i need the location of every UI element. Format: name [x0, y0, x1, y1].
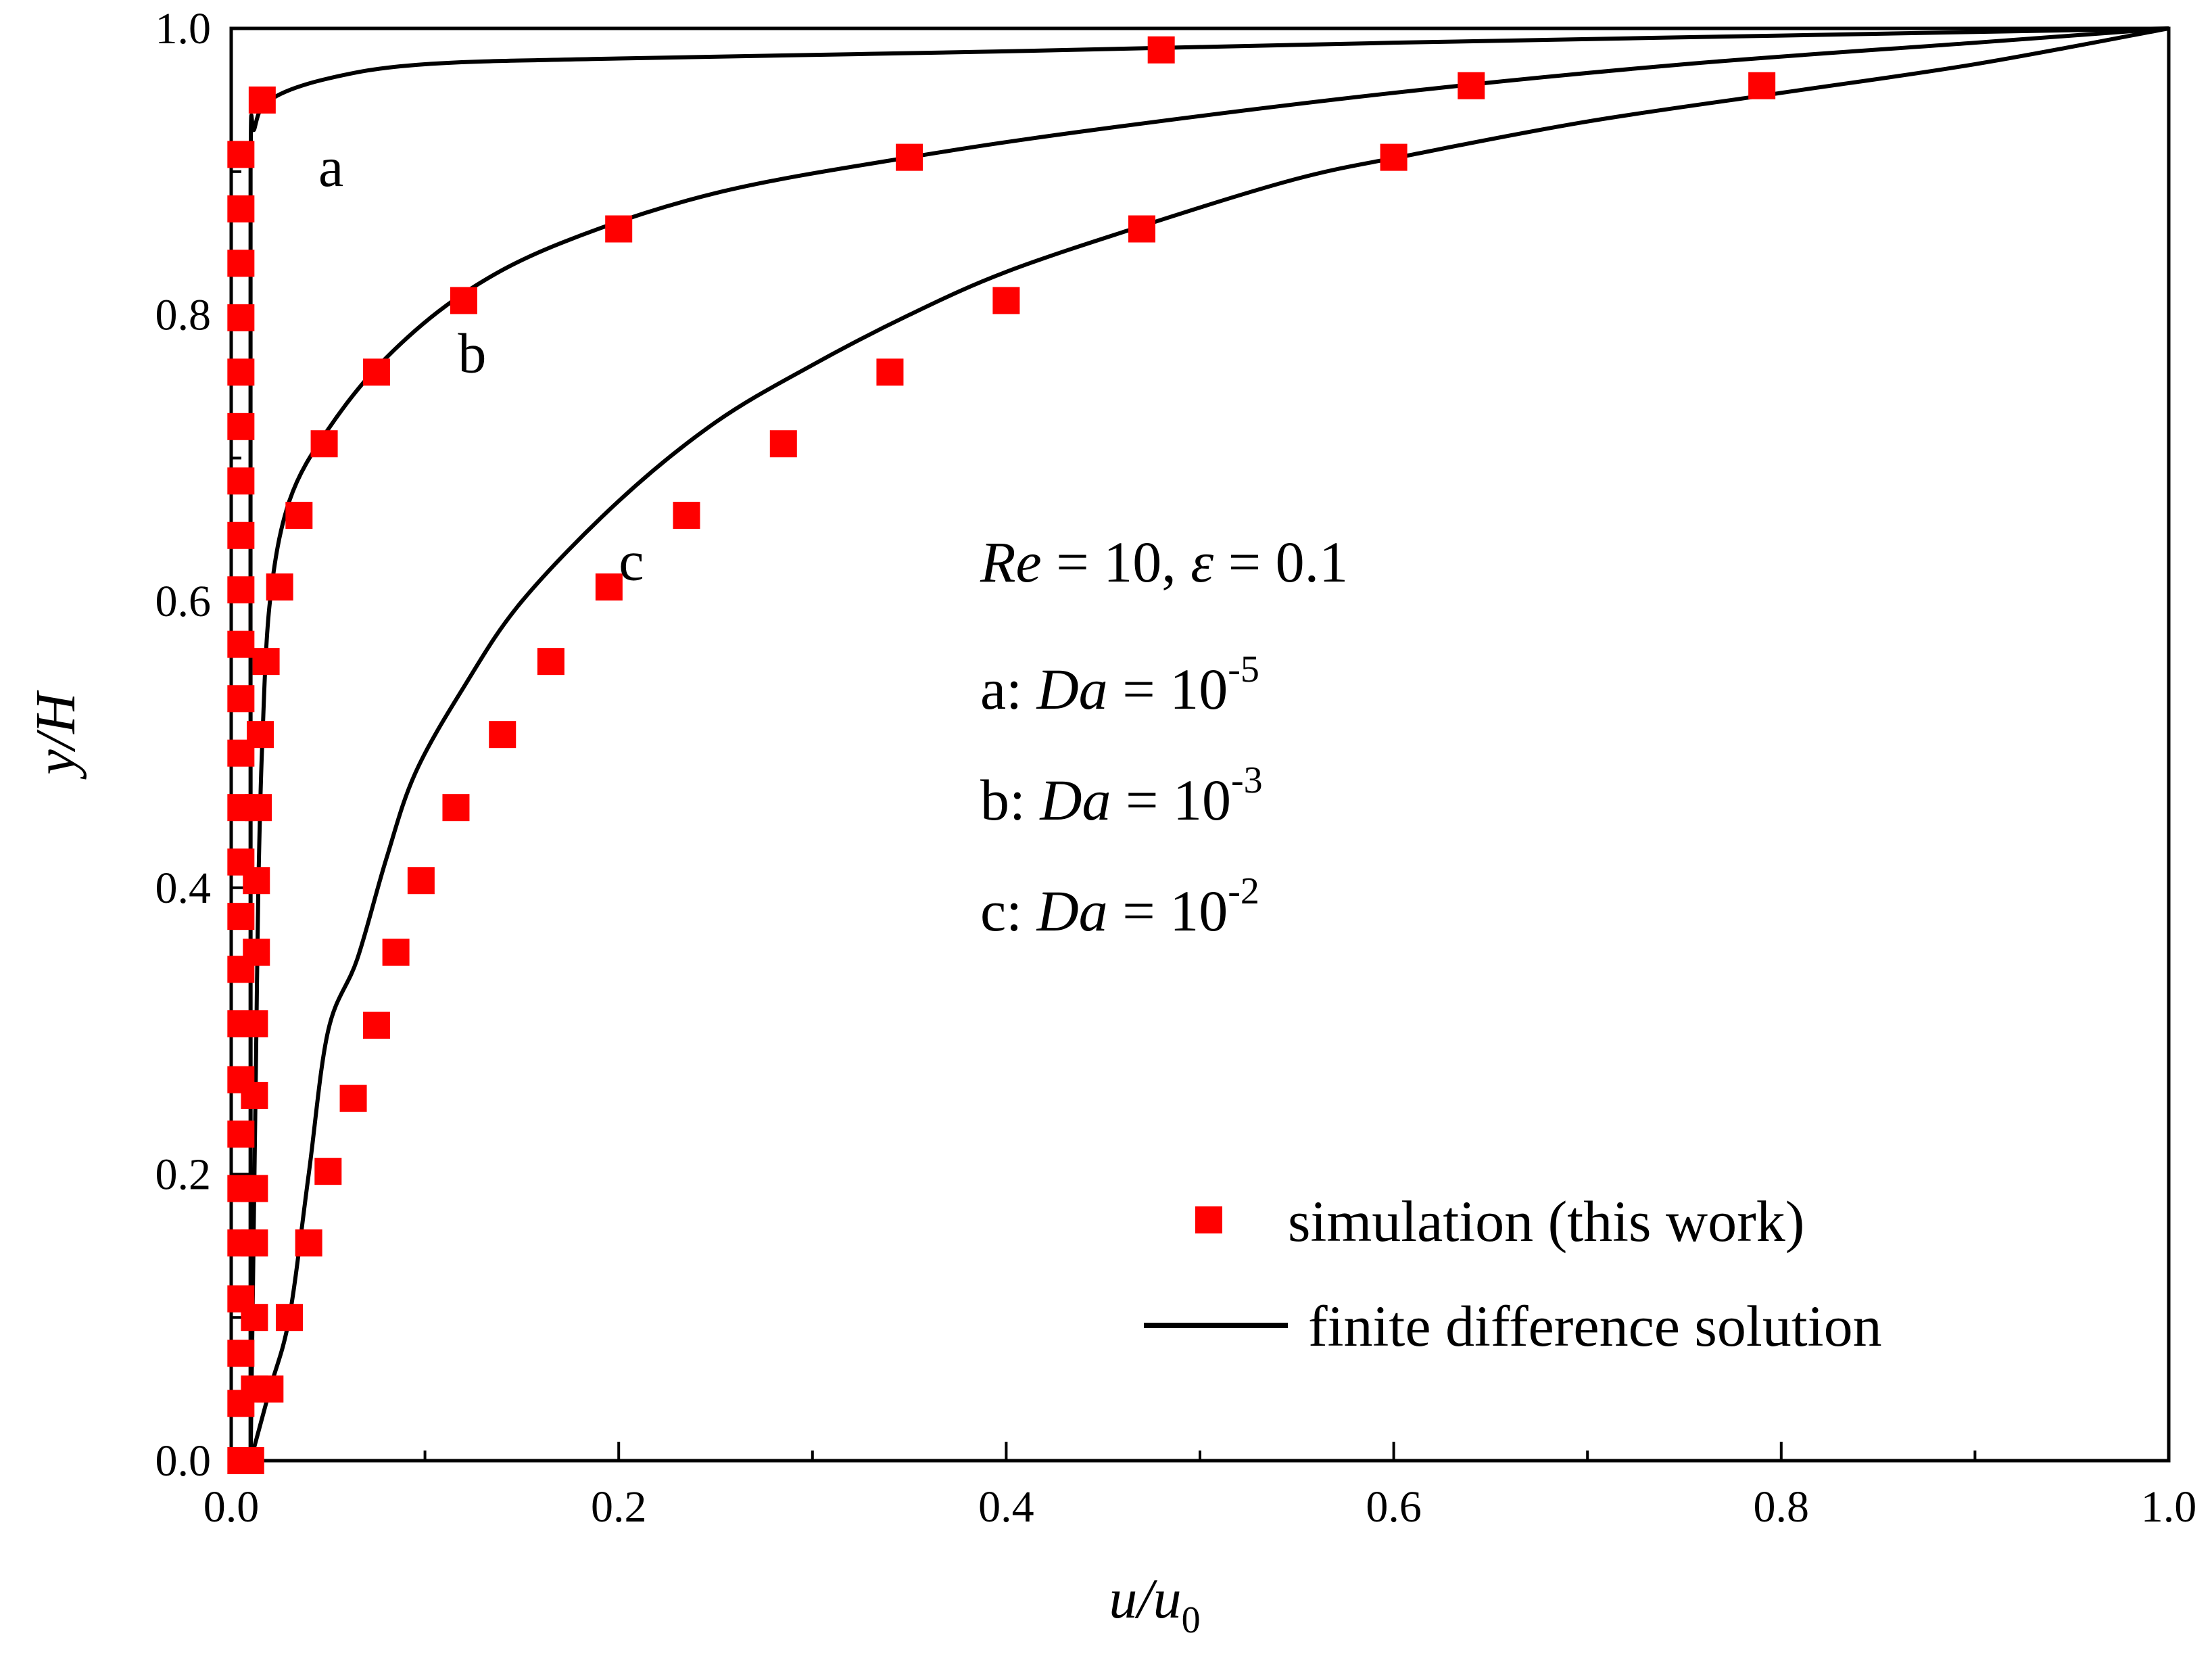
series-line-c [248, 26, 2169, 1461]
data-point-c [537, 648, 564, 676]
data-point-c [407, 867, 435, 895]
curve-label-a: a [318, 136, 343, 199]
annotation-params: Re = 10, ε = 0.1 [980, 529, 1348, 594]
y-tick-label: 0.2 [155, 1150, 212, 1199]
data-point-c [1748, 72, 1776, 99]
x-tick-label: 0.4 [978, 1482, 1034, 1532]
data-point-c [237, 1447, 264, 1474]
data-point-c [442, 794, 470, 822]
data-point-a [227, 467, 255, 495]
data-point-b [605, 215, 633, 243]
data-point-c [1128, 215, 1156, 243]
legend-label-simulation: simulation (this work) [1288, 1189, 1804, 1254]
data-point-a [227, 521, 255, 549]
data-point-a [227, 576, 255, 604]
annotation-da-c: c: Da = 10-2 [980, 870, 1259, 943]
data-point-a [227, 358, 255, 386]
legend: simulation (this work) finite difference… [1144, 1189, 1882, 1359]
data-point-b [285, 502, 313, 529]
data-point-b [245, 794, 272, 822]
annotation: Re = 10, ε = 0.1 a: Da = 10-5 b: Da = 10… [980, 529, 1348, 943]
y-tick-label: 0.0 [155, 1436, 212, 1486]
data-point-b [241, 1229, 268, 1257]
data-point-c [1380, 143, 1408, 171]
data-point-b [450, 287, 477, 314]
data-point-c [275, 1304, 303, 1332]
y-tick-label: 0.6 [155, 577, 212, 626]
y-axis-title: y/H [24, 690, 87, 780]
legend-label-finite-difference: finite difference solution [1308, 1294, 1882, 1359]
data-point-a [227, 685, 255, 713]
data-point-c [489, 721, 516, 749]
data-point-a [1147, 36, 1175, 64]
x-tick-label: 1.0 [2141, 1482, 2197, 1532]
x-tick-label: 0.0 [203, 1482, 260, 1532]
data-point-c [256, 1375, 284, 1403]
data-point-b [243, 939, 270, 966]
y-tick-label: 1.0 [155, 4, 212, 53]
data-point-b [241, 1081, 268, 1109]
data-point-b [241, 1304, 268, 1332]
x-axis-title: u/u0 [1109, 1568, 1200, 1641]
curve-label-c: c [619, 529, 644, 592]
x-tick-label: 0.2 [591, 1482, 647, 1532]
data-point-a [227, 413, 255, 440]
data-point-c [382, 939, 410, 966]
data-point-a [227, 304, 255, 331]
data-point-b [241, 1010, 268, 1038]
data-point-b [362, 358, 390, 386]
data-point-b [243, 867, 270, 895]
y-tick-label: 0.4 [155, 864, 212, 913]
data-point-a [227, 630, 255, 658]
annotation-da-b: b: Da = 10-3 [980, 759, 1263, 832]
data-point-b [246, 721, 274, 749]
data-point-c [769, 430, 797, 458]
data-point-c [362, 1012, 390, 1039]
data-point-c [339, 1085, 367, 1112]
annotation-da-a: a: Da = 10-5 [980, 649, 1259, 722]
data-point-a [248, 86, 276, 114]
data-point-c [876, 358, 904, 386]
data-point-a [227, 903, 255, 930]
legend-marker-square [1195, 1206, 1222, 1233]
series-points [227, 36, 1776, 1474]
data-point-b [252, 648, 280, 676]
data-point-a [227, 250, 255, 277]
data-point-c [595, 573, 623, 601]
x-tick-label: 0.8 [1754, 1482, 1810, 1532]
x-tick-label: 0.6 [1366, 1482, 1422, 1532]
data-point-a [227, 195, 255, 222]
data-point-c [295, 1229, 322, 1257]
data-point-b [241, 1175, 268, 1202]
data-point-c [314, 1158, 342, 1185]
data-point-b [1458, 72, 1485, 99]
data-point-a [227, 1340, 255, 1367]
data-point-c [673, 502, 700, 529]
data-point-b [310, 430, 338, 458]
axis-tick-labels: 0.0 0.2 0.4 0.6 0.8 1.0 0.0 0.2 0.4 0.6 0.8 1.0 [155, 4, 2197, 1532]
series-labels: a b c [318, 136, 644, 592]
curve-label-b: b [458, 322, 486, 385]
data-point-b [266, 573, 293, 601]
data-point-c [992, 287, 1020, 314]
data-point-a [227, 1121, 255, 1148]
data-point-b [896, 143, 923, 171]
data-point-a [227, 141, 255, 168]
y-tick-label: 0.8 [155, 291, 212, 340]
